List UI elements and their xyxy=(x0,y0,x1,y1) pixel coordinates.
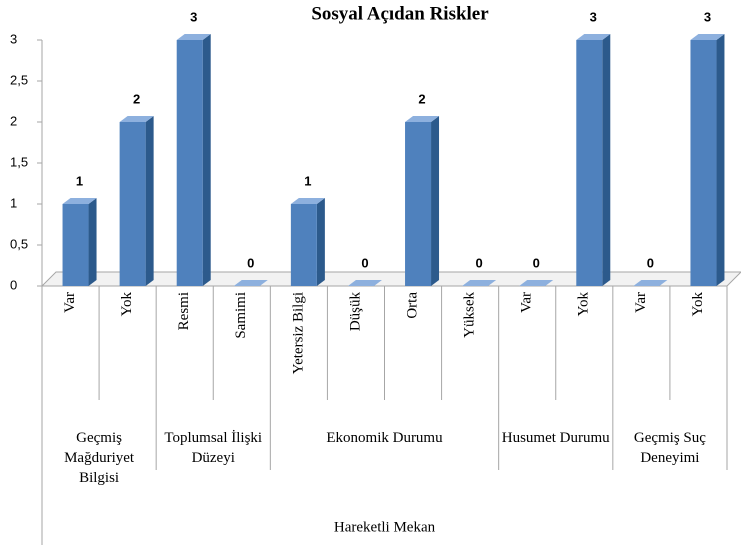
y-tick-label: 3 xyxy=(10,31,17,46)
value-label: 0 xyxy=(476,255,483,270)
bar-side xyxy=(716,34,725,286)
bar-top xyxy=(290,198,325,204)
group-label: Ekonomik Durumu xyxy=(326,430,443,446)
x-tick-label: Düşük xyxy=(347,292,363,332)
bar xyxy=(290,198,325,286)
y-tick-label: 1 xyxy=(10,195,17,210)
group-label: Husumet Durumu xyxy=(501,430,610,446)
group-label: Geçmiş Suç Deneyimi xyxy=(633,430,706,466)
x-tick-label: Resmi xyxy=(176,292,192,330)
bar xyxy=(633,280,668,286)
bar-side xyxy=(145,116,154,286)
value-label: 0 xyxy=(533,255,540,270)
bar-front xyxy=(690,40,717,286)
bar xyxy=(176,34,211,286)
bar-top xyxy=(519,280,554,286)
bar-side xyxy=(202,34,211,286)
y-tick-label: 1,5 xyxy=(10,154,28,169)
bar xyxy=(405,116,440,286)
bar-top xyxy=(576,34,611,40)
bar-top xyxy=(690,34,725,40)
bar xyxy=(233,280,268,286)
bar-top xyxy=(405,116,440,122)
x-tick-label: Yetersiz Bilgi xyxy=(290,292,306,374)
bar-top xyxy=(62,198,97,204)
bar-front xyxy=(576,40,603,286)
bar-top xyxy=(633,280,668,286)
x-tick-label: Yüksek xyxy=(462,292,478,338)
bar xyxy=(62,198,97,286)
bar-side xyxy=(316,198,325,286)
bar xyxy=(462,280,497,286)
bar-side xyxy=(88,198,97,286)
value-label: 1 xyxy=(304,173,311,188)
bar xyxy=(690,34,725,286)
x-tick-label: Yok xyxy=(119,292,135,317)
y-tick-label: 2,5 xyxy=(10,72,28,87)
y-tick-label: 0 xyxy=(10,277,17,292)
y-tick-label: 2 xyxy=(10,113,17,128)
x-tick-label: Var xyxy=(633,292,649,313)
bar-top xyxy=(347,280,382,286)
bar-top xyxy=(233,280,268,286)
x-tick-label: Var xyxy=(62,292,78,313)
y-tick-label: 0,5 xyxy=(10,236,28,251)
value-label: 0 xyxy=(247,255,254,270)
value-label: 3 xyxy=(590,9,597,24)
x-tick-label: Yok xyxy=(576,292,592,317)
x-tick-label: Samimi xyxy=(233,292,249,339)
bar-top xyxy=(119,116,154,122)
bar xyxy=(347,280,382,286)
bar-side xyxy=(602,34,611,286)
value-label: 3 xyxy=(704,9,711,24)
chart-title: Sosyal Açıdan Riskler xyxy=(311,3,489,24)
bar-front xyxy=(119,122,146,286)
x-tick-label: Yok xyxy=(690,292,706,317)
bar-side xyxy=(431,116,440,286)
value-label: 2 xyxy=(418,91,425,106)
bar-top xyxy=(462,280,497,286)
value-label: 0 xyxy=(361,255,368,270)
bar xyxy=(119,116,154,286)
bar-front xyxy=(176,40,203,286)
x-tick-label: Orta xyxy=(404,292,420,319)
bar-top xyxy=(176,34,211,40)
group-label: Geçmiş Mağduriyet Bilgisi xyxy=(64,430,135,486)
group-label: Toplumsal İlişki Düzeyi xyxy=(164,430,263,466)
bar-front xyxy=(62,204,89,286)
bar xyxy=(576,34,611,286)
bar xyxy=(519,280,554,286)
value-label: 1 xyxy=(76,173,83,188)
value-label: 3 xyxy=(190,9,197,24)
x-tick-label: Var xyxy=(519,292,535,313)
bar-front xyxy=(405,122,432,286)
value-label: 0 xyxy=(647,255,654,270)
bar-front xyxy=(290,204,317,286)
value-label: 2 xyxy=(133,91,140,106)
super-group-label: Hareketli Mekan xyxy=(334,519,436,535)
